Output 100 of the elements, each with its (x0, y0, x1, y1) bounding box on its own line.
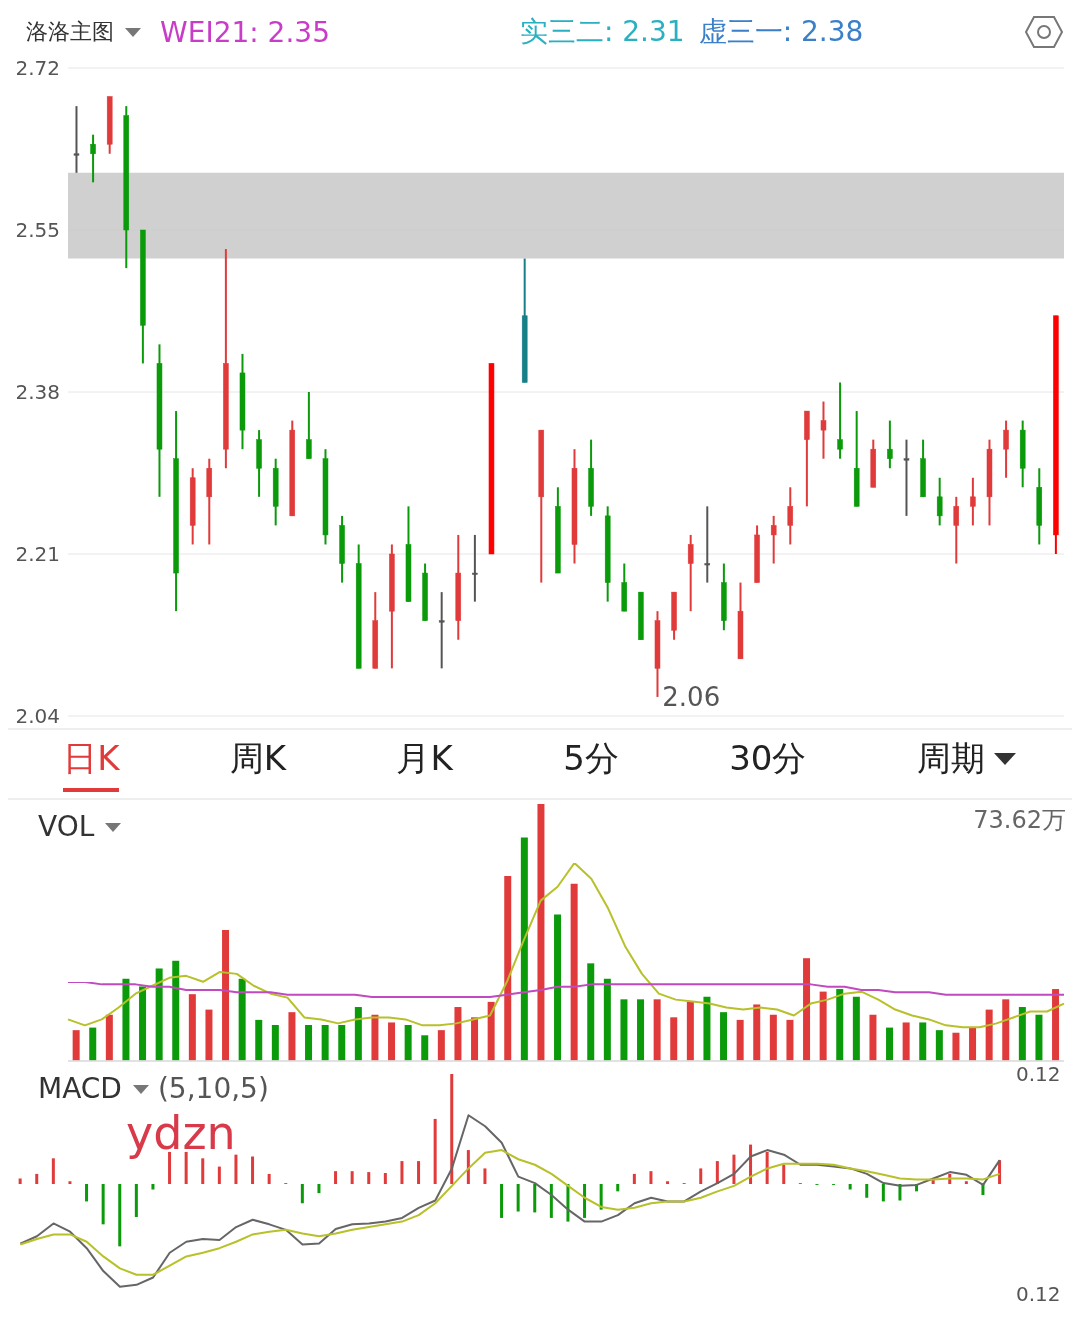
bar (516, 1184, 520, 1212)
bar (305, 1025, 313, 1061)
bar (599, 1184, 603, 1210)
bar (583, 1184, 587, 1218)
bar (570, 883, 578, 1061)
bar (504, 875, 512, 1061)
candlestick (903, 438, 910, 517)
bar (35, 1173, 39, 1184)
bar (433, 1118, 437, 1184)
bar (51, 1158, 55, 1184)
bar (554, 914, 562, 1061)
bar (852, 996, 860, 1061)
annotation: ydzn (126, 1106, 236, 1160)
bar (400, 1161, 404, 1184)
text: 周期 (916, 737, 986, 780)
bar (1018, 1007, 1026, 1061)
bar (251, 1156, 255, 1184)
bar (155, 968, 163, 1061)
bar (869, 1014, 877, 1061)
bar (649, 1171, 653, 1184)
text: 日K (63, 736, 120, 792)
bar (703, 996, 711, 1061)
bar (670, 1017, 678, 1061)
bar (985, 1009, 993, 1061)
bar (632, 1173, 636, 1184)
bar (288, 1012, 296, 1061)
bar (317, 1184, 321, 1194)
candlestick (787, 486, 794, 546)
candlestick (306, 391, 312, 460)
bar (699, 1168, 703, 1184)
bar (238, 978, 246, 1061)
annotation: 73.62万 (973, 805, 1066, 836)
bar (388, 1022, 396, 1061)
candlestick (970, 476, 976, 527)
bar (354, 1007, 362, 1061)
y-tick-label: 2.38 (15, 380, 60, 405)
bar (454, 1007, 462, 1061)
candlestick (770, 514, 777, 565)
bar (616, 1184, 620, 1192)
bar (367, 1172, 371, 1184)
bar (471, 1017, 479, 1061)
bar (520, 837, 528, 1061)
candlestick (887, 419, 893, 470)
bar (222, 929, 230, 1061)
candlestick (90, 133, 96, 184)
candlestick (820, 400, 827, 460)
bar (1002, 999, 1010, 1061)
text: 5分 (563, 737, 619, 780)
bar (753, 1004, 761, 1061)
bar (300, 1184, 304, 1204)
bar (383, 1173, 387, 1184)
bar (500, 1184, 504, 1218)
chart-title: MACD (38, 1072, 122, 1105)
bar (1052, 989, 1060, 1061)
bar (782, 1164, 786, 1184)
bar (134, 1184, 138, 1217)
bar (255, 1019, 263, 1061)
bar (902, 1022, 910, 1061)
bar (101, 1184, 105, 1225)
bar (350, 1171, 354, 1184)
bar (765, 1151, 769, 1184)
bar (620, 999, 628, 1061)
bar (450, 1074, 454, 1184)
bar (172, 960, 180, 1061)
candlestick (953, 495, 960, 565)
bar (338, 1025, 346, 1061)
bar (537, 804, 545, 1061)
bar (267, 1173, 271, 1184)
bar (271, 1025, 279, 1061)
candlestick (73, 105, 80, 174)
bar (653, 999, 661, 1061)
bar (334, 1171, 338, 1184)
bar (881, 1184, 885, 1202)
bar (85, 1184, 89, 1202)
y-tick-label: 0.12 (1016, 1062, 1061, 1087)
bar (151, 1184, 155, 1190)
bar (487, 1001, 495, 1061)
bar (964, 1181, 968, 1184)
candlestick (687, 533, 694, 613)
y-tick-label: 2.72 (15, 56, 60, 81)
bar (68, 1181, 72, 1184)
bar (217, 1166, 221, 1184)
bar (234, 1154, 238, 1184)
candlestick (438, 591, 445, 670)
bar (637, 999, 645, 1061)
bar (736, 1019, 744, 1061)
bar (803, 958, 811, 1061)
bar (865, 1184, 869, 1198)
bar (848, 1184, 852, 1190)
bar (549, 1184, 553, 1218)
bar (417, 1161, 421, 1184)
chart-title: VOL (38, 810, 95, 843)
y-tick-label: 0.12 (1016, 1282, 1061, 1307)
candlestick (704, 505, 711, 584)
bar (437, 1030, 445, 1061)
bar (371, 1014, 379, 1061)
bar (533, 1184, 537, 1213)
bar (201, 1158, 205, 1184)
annotation: 2.06 (662, 682, 721, 713)
bar (886, 1027, 894, 1061)
